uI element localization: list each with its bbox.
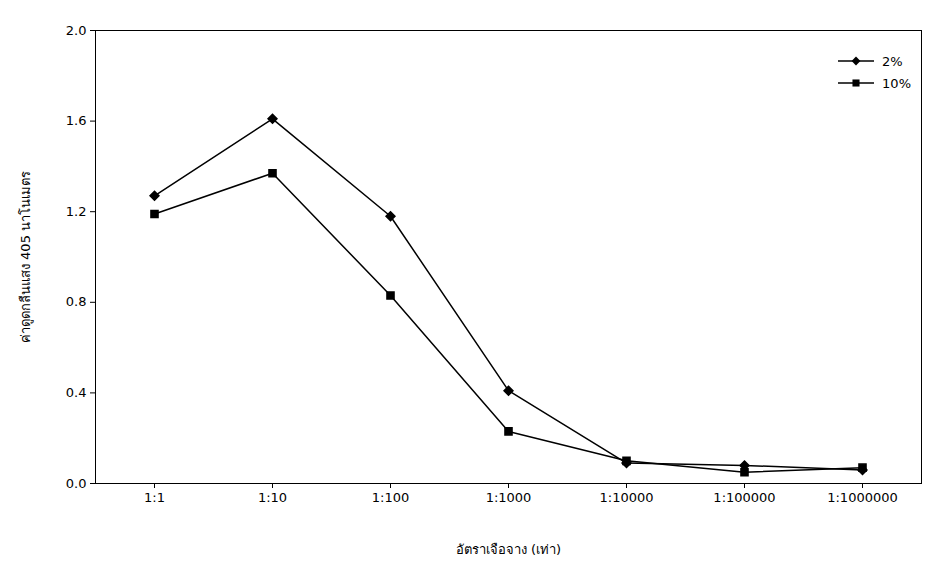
svg-text:1:10000: 1:10000 bbox=[599, 490, 653, 505]
svg-text:0.4: 0.4 bbox=[66, 385, 87, 400]
svg-text:1:10: 1:10 bbox=[258, 490, 287, 505]
svg-text:1:100000: 1:100000 bbox=[713, 490, 775, 505]
svg-text:1:1000000: 1:1000000 bbox=[827, 490, 898, 505]
svg-text:1.6: 1.6 bbox=[66, 113, 87, 128]
svg-text:2.0: 2.0 bbox=[66, 23, 87, 38]
svg-text:ค่าดูดกลืนแสง 405 นาโนเมตร: ค่าดูดกลืนแสง 405 นาโนเมตร bbox=[18, 171, 34, 343]
svg-text:1:1: 1:1 bbox=[144, 490, 165, 505]
svg-text:1:1000: 1:1000 bbox=[486, 490, 532, 505]
svg-text:0.8: 0.8 bbox=[66, 294, 87, 309]
html-text:10%: 10% bbox=[882, 75, 911, 91]
svg-text:อัตราเจือจาง (เท่า): อัตราเจือจาง (เท่า) bbox=[456, 542, 561, 557]
svg-text:0.0: 0.0 bbox=[66, 476, 87, 491]
svg-text:1:100: 1:100 bbox=[372, 490, 409, 505]
html-text:2%: 2% bbox=[882, 53, 903, 69]
svg-text:1.2: 1.2 bbox=[66, 204, 87, 219]
